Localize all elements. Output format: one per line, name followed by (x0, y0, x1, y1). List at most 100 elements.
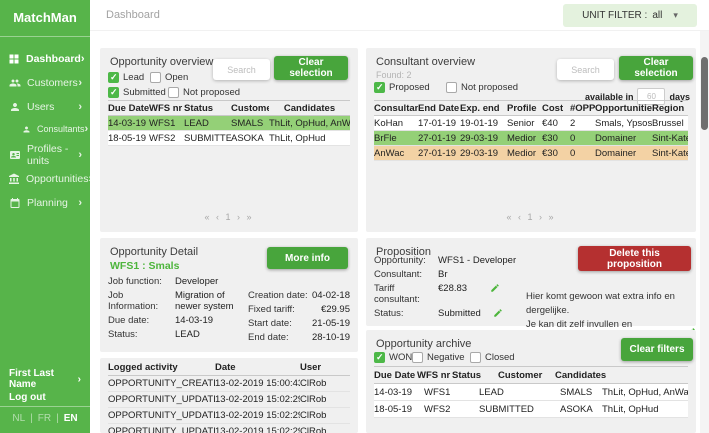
table-row[interactable]: OPPORTUNITY_UPDATE 13-02-2019 15:02:29 C… (108, 392, 350, 408)
brand-title: MatchMan (13, 10, 77, 25)
panel-title: Consultant overview (376, 56, 476, 68)
checkbox-lead[interactable] (108, 72, 119, 83)
checkbox-not-proposed[interactable] (168, 87, 179, 98)
checkbox-negative[interactable] (412, 352, 423, 363)
user-name: First Last Name (9, 368, 55, 390)
panel-title: Proposition (376, 246, 432, 258)
delete-proposition-button[interactable]: Delete this proposition (578, 246, 691, 271)
dashboard-icon (8, 53, 20, 66)
panel-title: Opportunity Detail (110, 246, 199, 258)
table-row[interactable]: AnWac 27-01-19 29-03-19 Medior €30 0 Dom… (374, 146, 688, 161)
opportunity-archive-table: Due Date WFS nr Status Customer Candidat… (374, 366, 688, 418)
customers-icon (8, 77, 21, 90)
language-en[interactable]: EN (63, 413, 78, 424)
checkbox-proposed[interactable] (374, 82, 385, 93)
more-info-button[interactable]: More info (267, 247, 348, 269)
checkbox-won[interactable] (374, 352, 385, 363)
proposition-fields: Opportunity: WFS1 - Developer Consultant… (374, 255, 634, 322)
sidebar-footer-divider (0, 406, 90, 407)
checkbox-submitted[interactable] (108, 87, 119, 98)
search-button[interactable]: Search (213, 59, 270, 80)
clear-filters-button[interactable]: Clear filters (621, 338, 693, 361)
table-header: Consultant End Date Exp. end Profile Cos… (374, 100, 688, 116)
filter-proposed[interactable]: Proposed (374, 82, 430, 93)
sidebar-item-consultants[interactable]: Consultants › (0, 119, 90, 139)
field-row: Consultant: Br (374, 269, 448, 280)
table-header: Logged activity Date User (108, 360, 350, 376)
sidebar-item-opportunities[interactable]: Opportunities › (0, 167, 92, 191)
checkbox-open[interactable] (150, 72, 161, 83)
user-icon (8, 101, 21, 114)
checkbox-not-proposed[interactable] (446, 82, 457, 93)
chevron-right-icon: › (77, 373, 81, 385)
clear-selection-button[interactable]: Clear selection (274, 56, 348, 80)
field-row: End date: 28-10-19 (248, 332, 350, 343)
chevron-right-icon: › (80, 53, 85, 65)
consultant-overview-panel: Consultant overview Found: 2 Proposed No… (366, 48, 696, 232)
consultant-icon (22, 124, 31, 134)
filter-submitted[interactable]: Submitted (108, 87, 166, 98)
search-button[interactable]: Search (557, 59, 614, 80)
field-row: Job function: Developer (108, 276, 219, 287)
field-row: Status: Submitted (374, 308, 634, 319)
language-separator: | (30, 413, 33, 424)
unit-filter-dropdown[interactable]: UNIT FILTER : all ▾ (563, 4, 697, 27)
pagination[interactable]: « ‹ 1 › » (506, 212, 556, 222)
opportunity-overview-table: Due Date WFS nr Status Customer Candidat… (108, 100, 350, 146)
proposition-panel: Proposition Delete this proposition Oppo… (366, 238, 696, 344)
table-header: Due Date WFS nr Status Customer Candidat… (108, 100, 350, 116)
user-menu[interactable]: First Last Name › (0, 368, 90, 390)
chevron-right-icon: › (78, 149, 82, 161)
sidebar-item-planning[interactable]: Planning › (0, 191, 90, 215)
table-row[interactable]: OPPORTUNITY_CREATE 13-02-2019 15:00:43 C… (108, 376, 350, 392)
sidebar-footer: First Last Name › Log out NL | FR | EN (0, 368, 90, 433)
language-separator: | (56, 413, 59, 424)
filter-negative[interactable]: Negative (412, 352, 465, 363)
sidebar-nav: Dashboard › Customers › Users › Consulta… (0, 47, 92, 215)
table-row[interactable]: 18-05-19 WFS2 SUBMITTED ASOKA ThLit, OpH… (374, 401, 688, 418)
sidebar-item-customers[interactable]: Customers › (0, 71, 90, 95)
detail-subtitle: WFS1 : Smals (110, 260, 180, 272)
consultant-overview-table: Consultant End Date Exp. end Profile Cos… (374, 100, 688, 161)
detail-fields-right: Creation date: 04-02-18 Fixed tariff: €2… (248, 290, 350, 346)
checkbox-closed[interactable] (470, 352, 481, 363)
language-nl[interactable]: NL (12, 413, 26, 424)
edit-pencil-icon[interactable] (490, 283, 500, 293)
filter-not-proposed[interactable]: Not proposed (446, 82, 518, 93)
unit-filter-value: all (652, 10, 663, 21)
pagination[interactable]: « ‹ 1 › » (204, 212, 254, 222)
chevron-right-icon: › (84, 123, 89, 135)
opportunity-archive-panel: Opportunity archive WON Negative Closed … (366, 330, 696, 433)
scrollbar-track[interactable] (700, 31, 709, 433)
table-row[interactable]: OPPORTUNITY_UPDATE 13-02-2019 15:02:29 C… (108, 424, 350, 433)
field-row: Status: LEAD (108, 329, 200, 340)
sidebar-item-users[interactable]: Users › (0, 95, 90, 119)
edit-pencil-icon[interactable] (493, 308, 503, 318)
detail-fields-left: Job function: Developer Job Information:… (108, 276, 258, 343)
filter-lead[interactable]: Lead (108, 72, 144, 83)
logout-button[interactable]: Log out (9, 391, 46, 403)
table-row[interactable]: 14-03-19 WFS1 LEAD SMALS ThLit, OpHud, A… (374, 384, 688, 401)
sidebar-item-dashboard[interactable]: Dashboard › (0, 47, 90, 71)
sidebar-item-profiles-units[interactable]: Profiles - units › (0, 143, 90, 167)
filter-not-proposed[interactable]: Not proposed (168, 87, 240, 98)
field-row: Opportunity: WFS1 - Developer (374, 255, 517, 266)
language-fr[interactable]: FR (37, 413, 52, 424)
found-count: Found: 2 (376, 70, 412, 80)
opportunity-overview-panel: Opportunity overview Lead Open Submitted… (100, 48, 358, 232)
caret-down-icon: ▾ (673, 10, 678, 20)
table-row[interactable]: 18-05-19 WFS2 SUBMITTED ASOKA ThLit, OpH… (108, 131, 350, 146)
scrollbar-thumb[interactable] (701, 57, 708, 130)
filter-open[interactable]: Open (150, 72, 188, 83)
table-row[interactable]: OPPORTUNITY_UPDATE 13-02-2019 15:02:29 C… (108, 408, 350, 424)
field-row: Start date: 21-05-19 (248, 318, 350, 329)
table-row[interactable]: KoHan 17-01-19 19-01-19 Senior €40 2 Sma… (374, 116, 688, 131)
filter-won[interactable]: WON (374, 352, 412, 363)
unit-filter-label: UNIT FILTER : (582, 10, 648, 21)
language-switcher: NL | FR | EN (0, 407, 90, 433)
filter-closed[interactable]: Closed (470, 352, 515, 363)
page-title: Dashboard (106, 9, 160, 21)
clear-selection-button[interactable]: Clear selection (619, 56, 693, 80)
table-row[interactable]: 14-03-19 WFS1 LEAD SMALS ThLit, OpHud, A… (108, 116, 350, 131)
table-row[interactable]: BrFle 27-01-19 29-03-19 Medior €30 0 Dom… (374, 131, 688, 146)
